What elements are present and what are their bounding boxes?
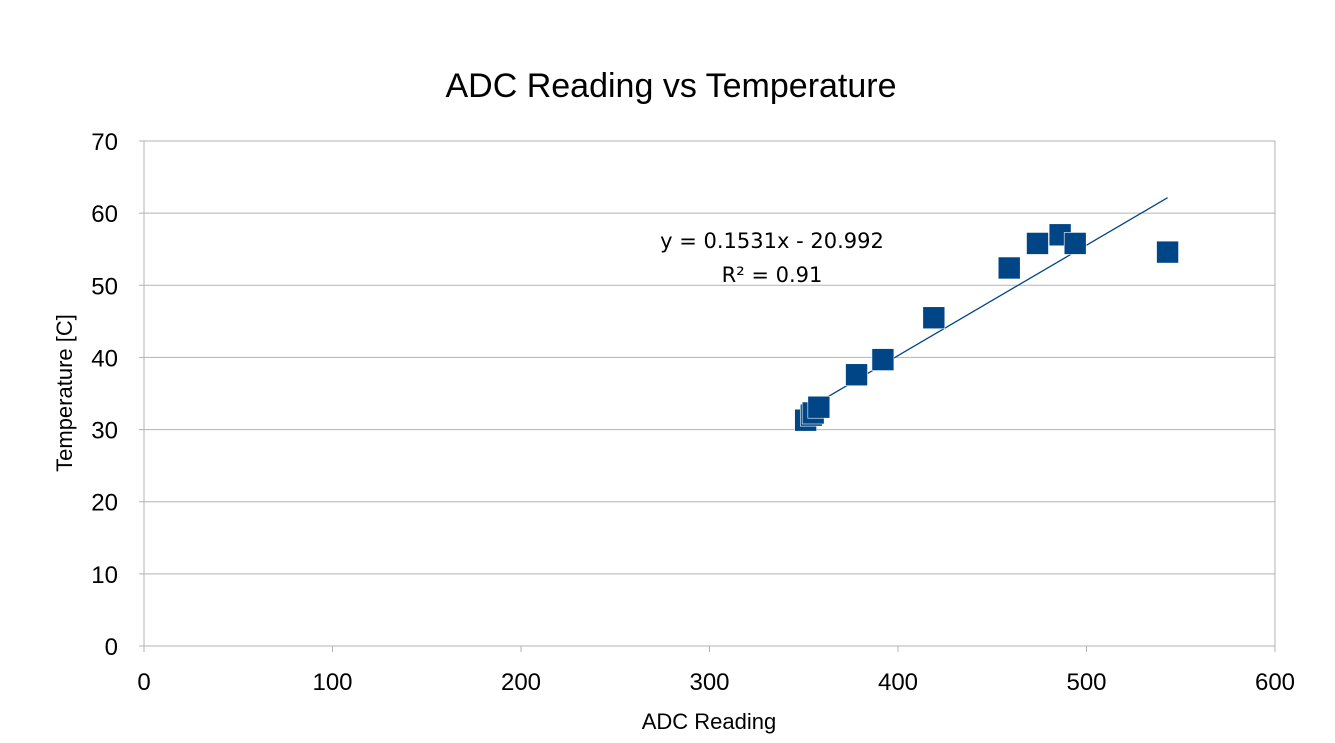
x-tick-label: 300 bbox=[689, 669, 729, 696]
y-tick-label: 40 bbox=[91, 345, 118, 372]
data-point bbox=[1063, 232, 1087, 255]
x-tick-label: 600 bbox=[1255, 669, 1295, 696]
y-tick-label: 30 bbox=[91, 418, 118, 445]
plot-area bbox=[143, 140, 1276, 647]
y-axis-ticks: 0 10 20 30 40 50 60 70 bbox=[91, 129, 144, 661]
y-tick-label: 0 bbox=[105, 634, 118, 661]
y-tick-label: 20 bbox=[91, 490, 118, 517]
chart-title: ADC Reading vs Temperature bbox=[445, 67, 896, 105]
data-point bbox=[807, 395, 831, 419]
y-tick-label: 10 bbox=[91, 562, 118, 589]
data-point bbox=[845, 363, 868, 387]
x-tick-label: 400 bbox=[878, 669, 918, 696]
y-tick-label: 70 bbox=[91, 129, 118, 156]
x-tick-label: 100 bbox=[312, 669, 352, 696]
y-tick-label: 60 bbox=[91, 201, 118, 228]
y-axis-label: Temperature [C] bbox=[52, 314, 77, 472]
data-point bbox=[1156, 240, 1179, 264]
x-axis-label: ADC Reading bbox=[642, 709, 777, 734]
data-point bbox=[922, 306, 946, 330]
x-tick-label: 500 bbox=[1066, 669, 1106, 696]
trendline-r-squared: R² = 0.91 bbox=[722, 263, 823, 287]
x-tick-label: 0 bbox=[137, 669, 150, 696]
data-point bbox=[871, 348, 895, 371]
data-point bbox=[1026, 232, 1049, 255]
x-tick-label: 200 bbox=[501, 669, 541, 696]
grid-lines bbox=[144, 212, 1275, 575]
x-axis-ticks: 0 100 200 300 400 500 600 bbox=[137, 646, 1295, 696]
y-tick-label: 50 bbox=[91, 273, 118, 300]
trendline-equation: y = 0.1531x - 20.992 bbox=[660, 229, 884, 253]
data-points bbox=[794, 223, 1179, 432]
data-point bbox=[997, 256, 1021, 280]
